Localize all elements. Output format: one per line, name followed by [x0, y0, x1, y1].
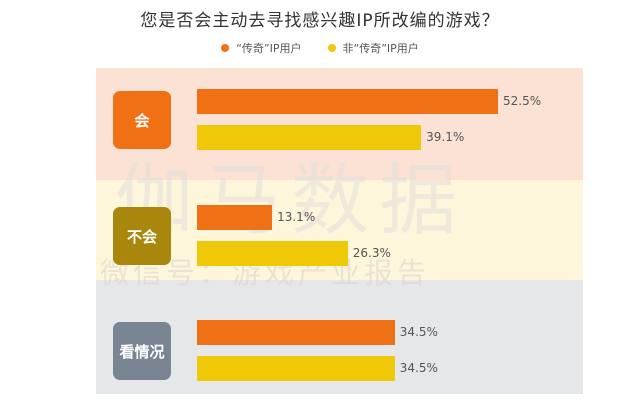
- bar-2-series-2: [197, 241, 348, 266]
- bar-2-series-1: [197, 205, 273, 230]
- legend-swatch-series-1: [221, 44, 230, 52]
- band-1: [96, 68, 583, 180]
- category-label-3: 看情况: [113, 322, 171, 380]
- category-label-1: 会: [113, 91, 171, 149]
- value-label-2-series-1: 13.1%: [277, 210, 316, 224]
- category-label-2: 不会: [113, 207, 171, 265]
- bar-1-series-2: [197, 125, 422, 150]
- legend-label-series-1: “传奇”IP用户: [236, 42, 302, 55]
- legend: “传奇”IP用户 非“传奇”IP用户: [0, 40, 640, 56]
- value-label-3-series-1: 34.5%: [399, 325, 438, 339]
- value-label-2-series-2: 26.3%: [352, 246, 391, 260]
- legend-label-series-2: 非“传奇”IP用户: [342, 42, 419, 55]
- bar-3-series-2: [197, 356, 395, 381]
- value-label-3-series-2: 34.5%: [399, 361, 438, 375]
- watermark-brand: 伽马数据: [115, 156, 468, 246]
- bar-3-series-1: [197, 320, 395, 345]
- chart-title: 您是否会主动去寻找感兴趣IP所改编的游戏？: [140, 11, 500, 31]
- value-label-1-series-1: 52.5%: [503, 94, 542, 108]
- bar-1-series-1: [197, 89, 498, 114]
- legend-swatch-series-2: [327, 44, 336, 52]
- value-label-1-series-2: 39.1%: [426, 130, 465, 144]
- legend-item-series-1: “传奇”IP用户: [221, 40, 302, 56]
- legend-item-series-2: 非“传奇”IP用户: [327, 40, 419, 56]
